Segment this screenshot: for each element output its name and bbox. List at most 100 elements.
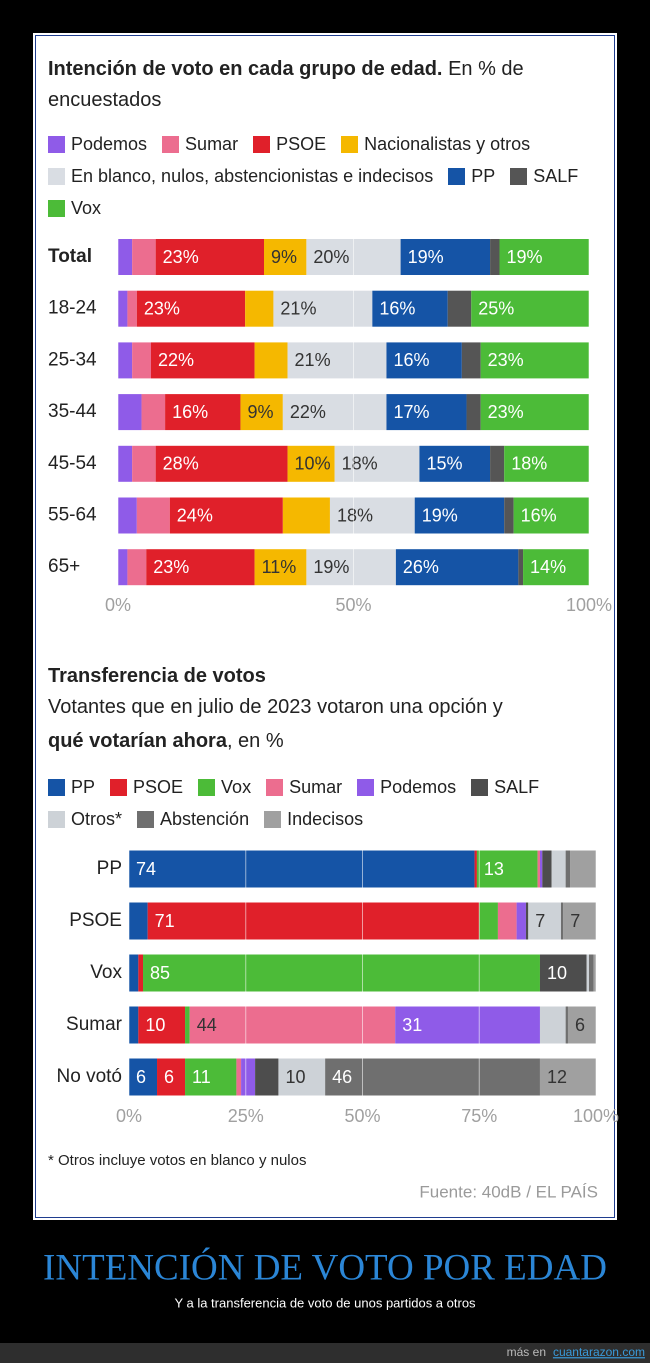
category-label: 35-44: [48, 401, 97, 422]
bar-segment: [334, 445, 420, 482]
bar-segment: [325, 1058, 540, 1096]
bar-segment: [499, 239, 589, 275]
bar-segment: [155, 445, 288, 482]
bar-segment: [386, 342, 462, 379]
value-label: 26%: [403, 557, 439, 577]
bar-segment: [264, 239, 307, 275]
bar-segment: [539, 954, 587, 992]
value-label: 18%: [342, 454, 378, 474]
bar-segment: [185, 1006, 190, 1044]
value-label: 7: [570, 911, 580, 931]
bar-segment: [129, 1006, 139, 1044]
bar-segment: [516, 902, 526, 940]
footer-link[interactable]: cuantarazon.com: [553, 1345, 645, 1359]
chart-title: Intención de voto en cada grupo de edad.: [48, 58, 443, 80]
footnote: * Otros incluye votos en blanco y nulos: [48, 1152, 306, 1169]
legend-label: SALF: [494, 777, 540, 797]
value-label: 23%: [163, 247, 199, 267]
bar-segment: [504, 445, 589, 482]
legend-item: PP: [448, 160, 495, 192]
bar-segment: [273, 290, 373, 327]
bar-segment: [471, 290, 589, 327]
bar-segment: [138, 954, 144, 992]
legend-item: Indecisos: [264, 803, 363, 835]
legend-label: PSOE: [276, 134, 327, 154]
bar-segment: [146, 549, 255, 586]
bar-segment: [395, 1006, 540, 1044]
bar-segment: [414, 497, 505, 534]
x-tick-label: 100%: [573, 1106, 619, 1126]
bar-segment: [132, 445, 156, 482]
legend-swatch: [48, 810, 65, 828]
bar-segment: [118, 445, 133, 482]
bar-segment: [528, 902, 561, 940]
bar-segment: [306, 549, 396, 586]
value-label: 14%: [530, 557, 566, 577]
category-label: 25-34: [48, 349, 97, 370]
footer-text: más en: [507, 1345, 546, 1359]
bar-segment: [254, 342, 288, 379]
bar-segment: [141, 394, 166, 431]
category-label: Total: [48, 246, 92, 267]
bar-segment: [118, 239, 133, 275]
value-label: 9%: [271, 247, 297, 267]
value-label: 85: [150, 963, 170, 983]
bar-segment: [132, 342, 151, 379]
value-label: 24%: [177, 505, 213, 525]
value-label: 28%: [163, 454, 199, 474]
bar-segment: [241, 1058, 256, 1096]
bar-segment: [461, 342, 481, 379]
bar-segment: [165, 394, 241, 431]
legend-item: En blanco, nulos, abstencionistas e inde…: [48, 160, 433, 192]
legend-item: SALF: [471, 771, 539, 803]
x-tick-label: 75%: [461, 1106, 497, 1126]
bar-segment: [372, 290, 448, 327]
value-label: 22%: [290, 402, 326, 422]
value-label: 11%: [262, 557, 297, 577]
value-label: 23%: [488, 402, 524, 422]
category-label: Vox: [90, 962, 122, 983]
value-label: 6: [575, 1015, 585, 1035]
chart-title: Transferencia de votos: [48, 665, 266, 687]
bar-segment: [118, 342, 133, 379]
legend-swatch: [357, 778, 375, 796]
category-label: 55-64: [48, 505, 97, 526]
value-label: 23%: [488, 350, 524, 370]
bar-segment: [565, 850, 571, 888]
value-label: 15%: [426, 454, 462, 474]
bar-segment: [490, 239, 500, 275]
legend-swatch: [341, 135, 359, 153]
bar-segment: [129, 902, 148, 940]
legend-item: PP: [48, 771, 95, 803]
x-tick-label: 50%: [335, 595, 371, 615]
chart-subtitle: En % de encuestados: [48, 58, 524, 111]
value-label: 23%: [153, 557, 189, 577]
legend-item: Sumar: [266, 771, 342, 803]
legend: Podemos Sumar PSOE Nacionalistas y otros En …: [48, 128, 593, 224]
bar-segment: [287, 445, 335, 482]
value-label: 6: [136, 1067, 146, 1087]
value-label: 19%: [408, 247, 444, 267]
value-label: 16%: [521, 505, 557, 525]
legend: PP PSOE Vox Sumar Podemos SALF Otros* Abstenció…: [48, 771, 593, 835]
bar-segment: [118, 290, 128, 327]
value-label: 19%: [422, 505, 458, 525]
legend-label: Podemos: [380, 777, 457, 797]
value-label: 44: [197, 1015, 217, 1035]
bar-segment: [255, 1058, 279, 1096]
legend-item: Abstención: [137, 803, 249, 835]
value-label: 46: [332, 1067, 352, 1087]
value-label: 10: [285, 1067, 305, 1087]
bar-segment: [282, 394, 387, 431]
bar-segment: [513, 497, 589, 534]
value-label: 12: [547, 1067, 567, 1087]
bar-segment: [567, 1006, 596, 1044]
bar-segment: [155, 239, 265, 275]
legend-item: Otros*: [48, 803, 122, 835]
legend-swatch: [471, 778, 489, 796]
bar-segment: [254, 549, 307, 586]
bar-segment: [147, 902, 480, 940]
bar-segment: [157, 1058, 186, 1096]
legend-label: PSOE: [133, 777, 184, 797]
